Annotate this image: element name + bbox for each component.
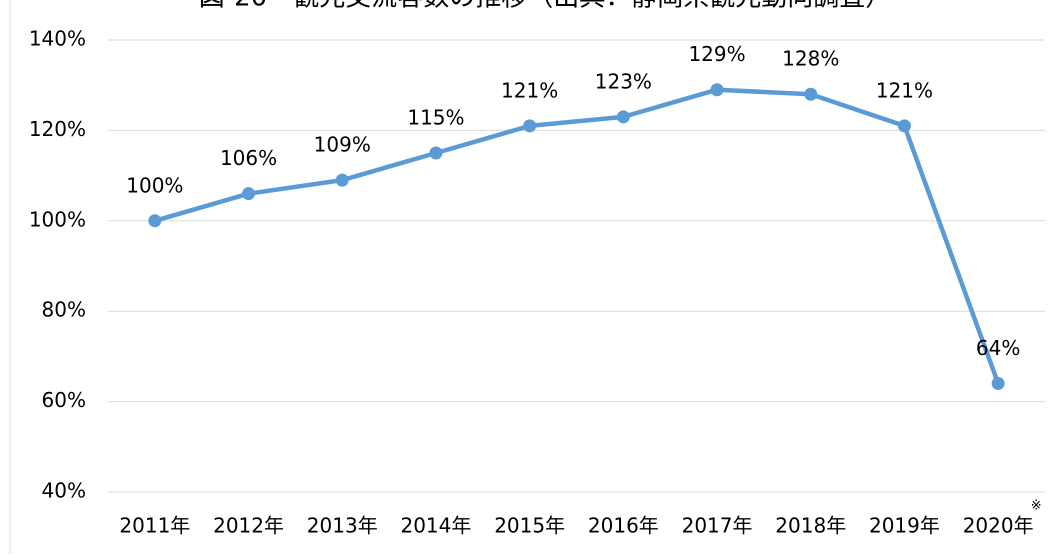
marker (616, 110, 630, 124)
x-tick-label: 2016年 (588, 514, 659, 538)
data-label: 106% (220, 146, 277, 170)
x-tick-label: 2014年 (400, 514, 471, 538)
marker (523, 119, 537, 133)
note: ※ (1031, 499, 1042, 514)
data-label: 128% (782, 47, 839, 71)
x-tick-label: 2020年 (963, 514, 1034, 538)
data-label: 109% (314, 133, 371, 157)
chart-title: 図-20 観光交流客数の推移（出典：静岡県観光動向調査） (199, 0, 891, 13)
x-tick-label: 2018年 (775, 514, 846, 538)
marker (242, 187, 256, 201)
marker (335, 173, 349, 187)
data-label: 129% (688, 42, 745, 66)
x-tick-label: 2013年 (307, 514, 378, 538)
marker (429, 146, 443, 160)
marker (804, 87, 818, 101)
x-tick-label: 2015年 (494, 514, 565, 538)
line (154, 87, 1001, 385)
y-tick-label: 60% (42, 388, 86, 412)
x-tick-label: 2011年 (119, 514, 190, 538)
data-label: 100% (126, 173, 183, 197)
y-tick-label: 140% (29, 27, 86, 51)
chart-border (9, 0, 1059, 558)
data-label: 64% (976, 336, 1020, 360)
data-label: 121% (501, 78, 558, 102)
x-tick-label: 2017年 (682, 514, 753, 538)
x-tick-label: 2012年 (213, 514, 284, 538)
marker (991, 377, 1005, 391)
y-tick-label: 120% (29, 117, 86, 141)
y-tick-label: 100% (29, 207, 86, 231)
marker (710, 83, 724, 97)
marker (148, 214, 162, 228)
y-tick-label: 40% (42, 479, 86, 503)
data-label: 123% (595, 69, 652, 93)
x-tick-label: 2019年 (869, 514, 940, 538)
marker (897, 119, 911, 133)
data-label: 115% (407, 106, 464, 130)
y-tick-label: 80% (42, 298, 86, 322)
data-label: 121% (876, 78, 933, 102)
